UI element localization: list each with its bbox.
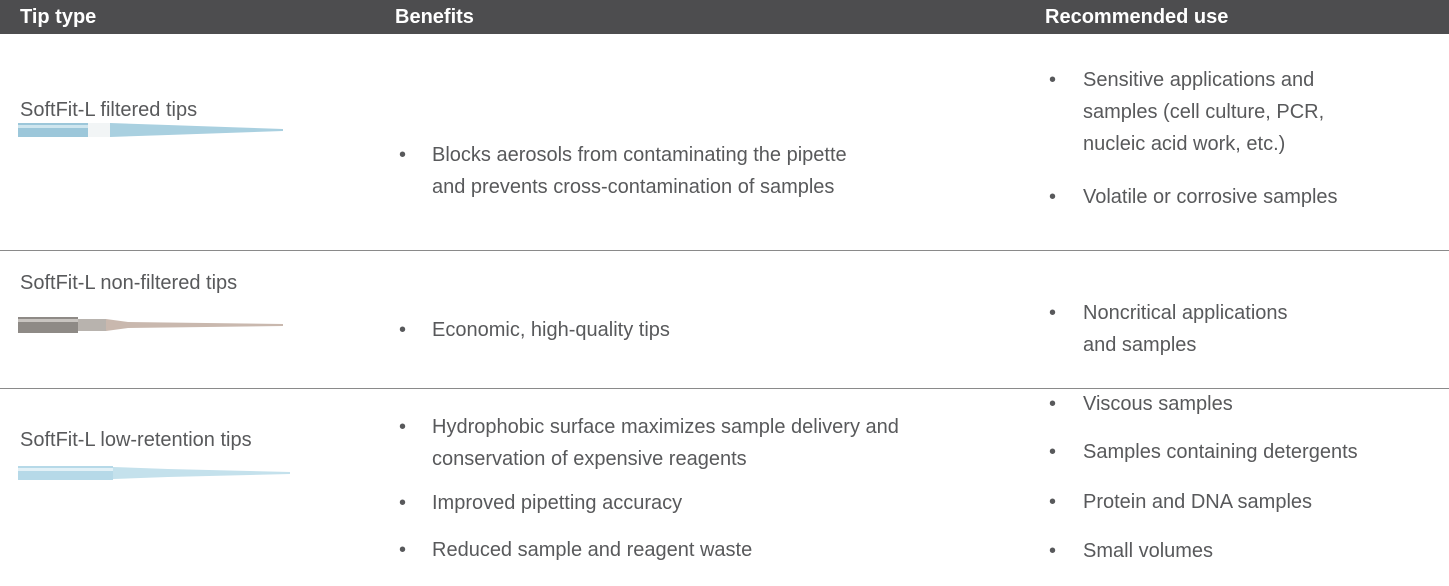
bullet: • (1049, 440, 1056, 464)
column-header: Recommended use (1045, 0, 1228, 34)
bullet: • (399, 318, 406, 342)
bullet: • (1049, 68, 1056, 92)
bullet: • (1049, 539, 1056, 563)
recommended-use-text: Protein and DNA samples (1083, 490, 1312, 514)
recommended-use-text: Viscous samples (1083, 392, 1233, 416)
benefit-text: Blocks aerosols from contaminating the p… (432, 143, 847, 167)
bullet: • (399, 415, 406, 439)
bullet: • (1049, 185, 1056, 209)
bullet: • (1049, 392, 1056, 416)
benefit-text: conservation of expensive reagents (432, 447, 747, 471)
tip-type: SoftFit-L non-filtered tips (20, 271, 237, 295)
row-separator (0, 250, 1449, 251)
recommended-use-text: samples (cell culture, PCR, (1083, 100, 1324, 124)
column-header: Tip type (20, 0, 96, 34)
bullet: • (399, 538, 406, 562)
recommended-use-text: Volatile or corrosive samples (1083, 185, 1338, 209)
low-retention-tip-image (18, 463, 293, 483)
column-header: Benefits (395, 0, 474, 34)
tip-type: SoftFit-L filtered tips (20, 98, 197, 122)
benefit-text: Hydrophobic surface maximizes sample del… (432, 415, 899, 439)
recommended-use-text: Sensitive applications and (1083, 68, 1314, 92)
bullet: • (399, 491, 406, 515)
benefit-text: and prevents cross-contamination of samp… (432, 175, 834, 199)
table-page: Tip type Benefits Recommended use SoftFi… (0, 0, 1449, 586)
bullet: • (1049, 490, 1056, 514)
filtered-tip-image (18, 120, 288, 140)
benefit-text: Economic, high-quality tips (432, 318, 670, 342)
recommended-use-text: nucleic acid work, etc.) (1083, 132, 1285, 156)
bullet: • (399, 143, 406, 167)
recommended-use-text: Samples containing detergents (1083, 440, 1358, 464)
row-separator (0, 388, 1449, 389)
non-filtered-tip-image (18, 315, 288, 335)
bullet: • (1049, 301, 1056, 325)
recommended-use-text: and samples (1083, 333, 1196, 357)
recommended-use-text: Small volumes (1083, 539, 1213, 563)
tip-type: SoftFit-L low-retention tips (20, 428, 252, 452)
benefit-text: Improved pipetting accuracy (432, 491, 682, 515)
benefit-text: Reduced sample and reagent waste (432, 538, 752, 562)
header-bar: Tip type Benefits Recommended use (0, 0, 1449, 34)
recommended-use-text: Noncritical applications (1083, 301, 1288, 325)
